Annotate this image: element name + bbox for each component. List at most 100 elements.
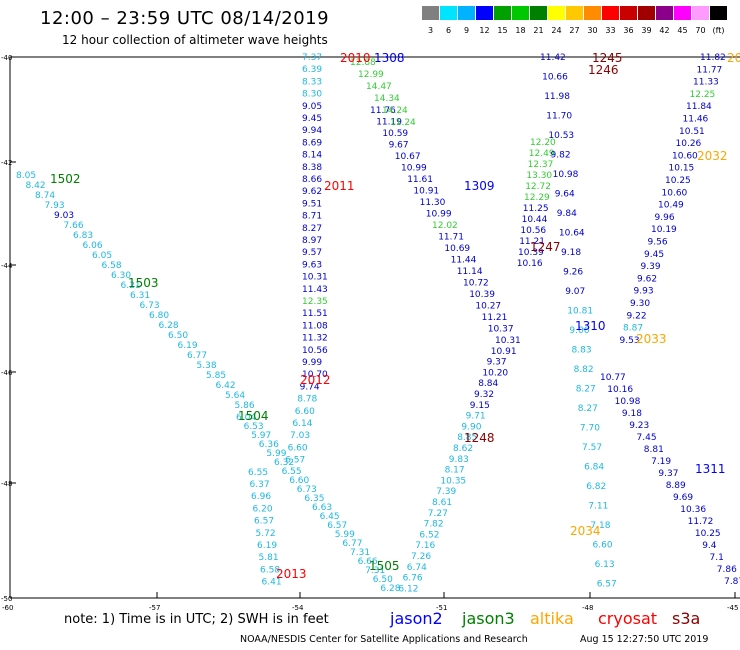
- swh-value: 6.66: [358, 557, 378, 567]
- swh-value: 6.35: [304, 494, 324, 504]
- lon-label: -57: [149, 604, 160, 612]
- swh-value: 12.02: [432, 221, 458, 231]
- swh-value: 9.26: [563, 268, 583, 278]
- swh-value: 9.93: [634, 287, 654, 297]
- map-subtitle: 12 hour collection of altimeter wave hei…: [62, 33, 328, 47]
- swh-value: 11.21: [519, 237, 545, 247]
- scale-swatch: [530, 6, 547, 20]
- swh-value: 8.61: [432, 498, 452, 508]
- swh-value: 8.27: [302, 224, 322, 234]
- swh-value: 10.16: [517, 259, 543, 269]
- swh-value: 9.18: [561, 248, 581, 258]
- swh-value: 10.67: [395, 152, 421, 162]
- swh-value: 8.87: [623, 324, 643, 334]
- swh-value: 10.31: [302, 273, 328, 283]
- swh-value: 6.77: [342, 539, 362, 549]
- swh-value: 9.67: [389, 141, 409, 151]
- scale-label: 33: [605, 26, 616, 35]
- swh-value: 11.43: [302, 285, 328, 295]
- swh-value: 5.64: [225, 391, 245, 401]
- swh-value: 8.89: [666, 481, 686, 491]
- swh-value: 9.03: [54, 211, 74, 221]
- scale-label: 24: [551, 26, 562, 35]
- swh-value: 7.19: [651, 457, 671, 467]
- swh-value: 8.38: [302, 163, 322, 173]
- swh-value: 10.20: [482, 368, 508, 378]
- scale-swatch: [566, 6, 583, 20]
- swh-value: 10.91: [491, 347, 517, 357]
- swh-value: 6.04: [236, 413, 256, 423]
- legend-s3a: s3a: [672, 609, 701, 628]
- swh-value: 9.63: [302, 260, 322, 270]
- swh-value: 9.99: [302, 358, 322, 368]
- scale-swatch: [476, 6, 493, 20]
- scale-swatch: [602, 6, 619, 20]
- swh-value: 10.31: [495, 336, 521, 346]
- scale-swatch: [638, 6, 655, 20]
- swh-value: 11.71: [438, 233, 464, 243]
- swh-value: 8.81: [644, 445, 664, 455]
- swh-value: 8.71: [302, 212, 322, 222]
- swh-value: 9.56: [648, 238, 668, 248]
- swh-value: 10.37: [488, 325, 514, 335]
- swh-value: 11.46: [683, 115, 709, 125]
- swh-value: 5.86: [235, 401, 255, 411]
- swh-value: 11.42: [540, 53, 566, 63]
- scale-label: 6: [445, 26, 452, 35]
- swh-value: 6.19: [257, 541, 277, 551]
- swh-value: 14.47: [366, 82, 392, 92]
- scale-label: 30: [587, 26, 598, 35]
- swh-value: 10.60: [672, 151, 698, 161]
- scale-swatch: [674, 6, 691, 20]
- lon-label: -48: [582, 604, 593, 612]
- swh-value: 11.98: [544, 92, 570, 102]
- lat-label: -50: [1, 595, 12, 603]
- swh-value: 9.45: [644, 250, 664, 260]
- swh-value: 10.98: [553, 170, 579, 180]
- swh-value: 9.64: [555, 190, 575, 200]
- scale-swatch: [692, 6, 709, 20]
- swh-value: 8.33: [302, 77, 322, 87]
- swh-value: 11.30: [420, 198, 446, 208]
- track-label-1503: 1503: [128, 276, 159, 290]
- swh-value: 6.84: [584, 463, 604, 473]
- swh-value: 12.35: [302, 297, 328, 307]
- swh-value: 6.58: [102, 261, 122, 271]
- swh-value: 6.60: [593, 541, 613, 551]
- swh-value: 9.62: [637, 274, 657, 284]
- swh-value: 7.31: [365, 566, 385, 576]
- track-label-1502: 1502: [50, 172, 81, 186]
- track-label-2010: 2010: [340, 51, 371, 65]
- swh-value: 6.83: [73, 231, 93, 241]
- swh-value: 6.74: [407, 563, 427, 573]
- swh-value: 12.88: [350, 58, 376, 68]
- scale-swatch: [584, 6, 601, 20]
- swh-value: 9.57: [302, 248, 322, 258]
- swh-value: 8.66: [302, 175, 322, 185]
- swh-value: 6.53: [244, 422, 264, 432]
- swh-value: 7.86: [717, 565, 737, 575]
- scale-swatch: [494, 6, 511, 20]
- swh-value: 6.28: [380, 584, 400, 594]
- scale-label: 12: [479, 26, 490, 35]
- swh-value: 7.27: [428, 509, 448, 519]
- swh-value: 5.99: [266, 449, 286, 459]
- swh-value: 9.07: [565, 287, 585, 297]
- swh-value: 10.39: [469, 290, 495, 300]
- swh-value: 6.12: [398, 584, 418, 594]
- swh-value: 9.62: [302, 187, 322, 197]
- track-label-1247: 1247: [530, 240, 561, 254]
- swh-value: 9.37: [658, 469, 678, 479]
- swh-value: 8.83: [572, 346, 592, 356]
- legend-jason3: jason3: [462, 609, 515, 628]
- swh-value: 6.63: [312, 503, 332, 513]
- swh-value: 6.57: [254, 517, 274, 527]
- track-label-2034: 2034: [570, 524, 601, 538]
- lon-label: -54: [292, 604, 304, 612]
- swh-value: 9.90: [461, 422, 481, 432]
- swh-value: 9.32: [474, 390, 494, 400]
- swh-value: 8.14: [302, 151, 322, 161]
- swh-value: 10.99: [426, 210, 452, 220]
- swh-value: 6.31: [130, 291, 150, 301]
- lon-label: -60: [2, 604, 13, 612]
